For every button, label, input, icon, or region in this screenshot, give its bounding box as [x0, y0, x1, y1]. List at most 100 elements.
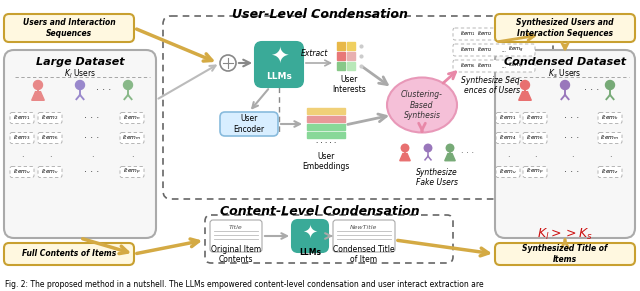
Text: Fig. 2: The proposed method in a nutshell. The LLMs empowered content-level cond: Fig. 2: The proposed method in a nutshel… — [5, 280, 484, 289]
Bar — [337, 62, 345, 70]
Text: $Item_v$: $Item_v$ — [41, 168, 59, 176]
FancyBboxPatch shape — [496, 113, 520, 123]
Text: Large Dataset: Large Dataset — [36, 57, 124, 67]
FancyBboxPatch shape — [333, 220, 395, 252]
Text: Original Item
Contents: Original Item Contents — [211, 245, 261, 265]
Text: $Item_g$: $Item_g$ — [508, 45, 524, 55]
Bar — [347, 52, 355, 60]
Text: $Item_z$: $Item_z$ — [601, 168, 619, 176]
FancyBboxPatch shape — [523, 113, 547, 123]
Text: $Item_u$: $Item_u$ — [13, 168, 31, 176]
Text: $K_s$ Users: $K_s$ Users — [548, 68, 582, 81]
Text: NewTitle: NewTitle — [350, 225, 378, 230]
Text: User
Embeddings: User Embeddings — [302, 152, 349, 171]
Text: $Item_2$: $Item_2$ — [41, 113, 59, 123]
Bar — [307, 124, 345, 130]
Circle shape — [424, 144, 432, 152]
Text: LLMs: LLMs — [299, 248, 321, 257]
Text: Full Contents of Items: Full Contents of Items — [22, 249, 116, 258]
Bar — [307, 116, 345, 122]
Text: · · ·: · · · — [84, 167, 100, 177]
Text: Title: Title — [229, 225, 243, 230]
Text: Condensed Title
of Item: Condensed Title of Item — [333, 245, 395, 265]
Text: · · ·: · · · — [84, 133, 100, 143]
Text: Synthesized Title of
Items: Synthesized Title of Items — [522, 244, 608, 264]
Text: $Item_1$: $Item_1$ — [460, 30, 476, 38]
Bar — [307, 108, 345, 114]
Polygon shape — [518, 92, 531, 100]
Text: $Item_k$: $Item_k$ — [601, 113, 619, 123]
FancyBboxPatch shape — [120, 166, 144, 178]
FancyBboxPatch shape — [38, 166, 62, 178]
Circle shape — [561, 81, 570, 90]
Text: · · ·: · · · — [564, 113, 580, 123]
FancyBboxPatch shape — [10, 166, 34, 178]
FancyBboxPatch shape — [598, 166, 622, 178]
Text: $Item_4$: $Item_4$ — [499, 134, 517, 143]
Text: ✦: ✦ — [303, 225, 317, 243]
Text: $Item_p$: $Item_p$ — [526, 167, 544, 177]
Text: · · ·: · · · — [461, 148, 475, 157]
Text: ·: · — [571, 153, 573, 162]
Text: · · ·: · · · — [97, 85, 111, 95]
Text: Condensed Dataset: Condensed Dataset — [504, 57, 626, 67]
Text: $K_l>>K_s$: $K_l>>K_s$ — [537, 226, 593, 242]
FancyBboxPatch shape — [210, 220, 262, 252]
Text: · · · · ·: · · · · · — [316, 140, 336, 146]
Text: ·: · — [91, 153, 93, 162]
FancyBboxPatch shape — [523, 166, 547, 178]
Circle shape — [76, 81, 84, 90]
FancyBboxPatch shape — [292, 220, 328, 252]
Text: $Item_2$: $Item_2$ — [477, 30, 493, 38]
Circle shape — [220, 55, 236, 71]
FancyBboxPatch shape — [453, 28, 535, 40]
Text: Synthesized Users and
Interaction Sequences: Synthesized Users and Interaction Sequen… — [516, 18, 614, 38]
Text: $Item_1$: $Item_1$ — [499, 113, 516, 123]
Circle shape — [520, 81, 529, 90]
FancyBboxPatch shape — [10, 132, 34, 143]
Text: ·: · — [20, 153, 23, 162]
Text: · · ·: · · · — [564, 167, 580, 177]
Text: $Item_m$: $Item_m$ — [600, 134, 620, 143]
Circle shape — [446, 144, 454, 152]
Text: $Item_u$: $Item_u$ — [499, 168, 517, 176]
Text: Clustering-
Based
Synthesis: Clustering- Based Synthesis — [401, 90, 443, 120]
FancyBboxPatch shape — [495, 50, 635, 238]
Text: · · ·: · · · — [84, 113, 100, 123]
Ellipse shape — [387, 77, 457, 132]
Polygon shape — [32, 92, 44, 100]
Text: $K_l$ Users: $K_l$ Users — [64, 68, 96, 81]
Circle shape — [605, 81, 614, 90]
FancyBboxPatch shape — [496, 132, 520, 143]
FancyBboxPatch shape — [496, 166, 520, 178]
Text: $Item_6$: $Item_6$ — [526, 134, 544, 143]
Circle shape — [124, 81, 132, 90]
Text: User
Interests: User Interests — [332, 75, 366, 94]
FancyBboxPatch shape — [598, 113, 622, 123]
Text: $Item_2$: $Item_2$ — [477, 46, 493, 54]
Text: $Item_2$: $Item_2$ — [526, 113, 544, 123]
FancyBboxPatch shape — [495, 243, 635, 265]
Bar — [337, 52, 345, 60]
Text: Extract: Extract — [300, 49, 328, 58]
Text: $Item_6$: $Item_6$ — [41, 134, 59, 143]
Text: User-Level Condensation: User-Level Condensation — [232, 8, 408, 21]
Text: $Item_k$: $Item_k$ — [508, 30, 524, 38]
Text: ·: · — [131, 153, 133, 162]
Text: ...: ... — [502, 63, 506, 68]
Text: $Item_p$: $Item_p$ — [123, 167, 141, 177]
FancyBboxPatch shape — [255, 42, 303, 87]
Text: $Item_n$: $Item_n$ — [123, 113, 141, 123]
Text: $Item_6$: $Item_6$ — [460, 62, 476, 70]
FancyBboxPatch shape — [4, 243, 134, 265]
FancyBboxPatch shape — [220, 112, 278, 136]
Bar — [307, 132, 345, 138]
Text: $Item_p$: $Item_p$ — [508, 61, 524, 71]
Polygon shape — [400, 154, 410, 161]
Circle shape — [33, 81, 42, 90]
Text: Users and Interaction
Sequences: Users and Interaction Sequences — [22, 18, 115, 38]
Text: ·: · — [534, 153, 536, 162]
Text: ·: · — [609, 153, 611, 162]
FancyBboxPatch shape — [38, 132, 62, 143]
Text: $Item_3$: $Item_3$ — [460, 46, 476, 54]
